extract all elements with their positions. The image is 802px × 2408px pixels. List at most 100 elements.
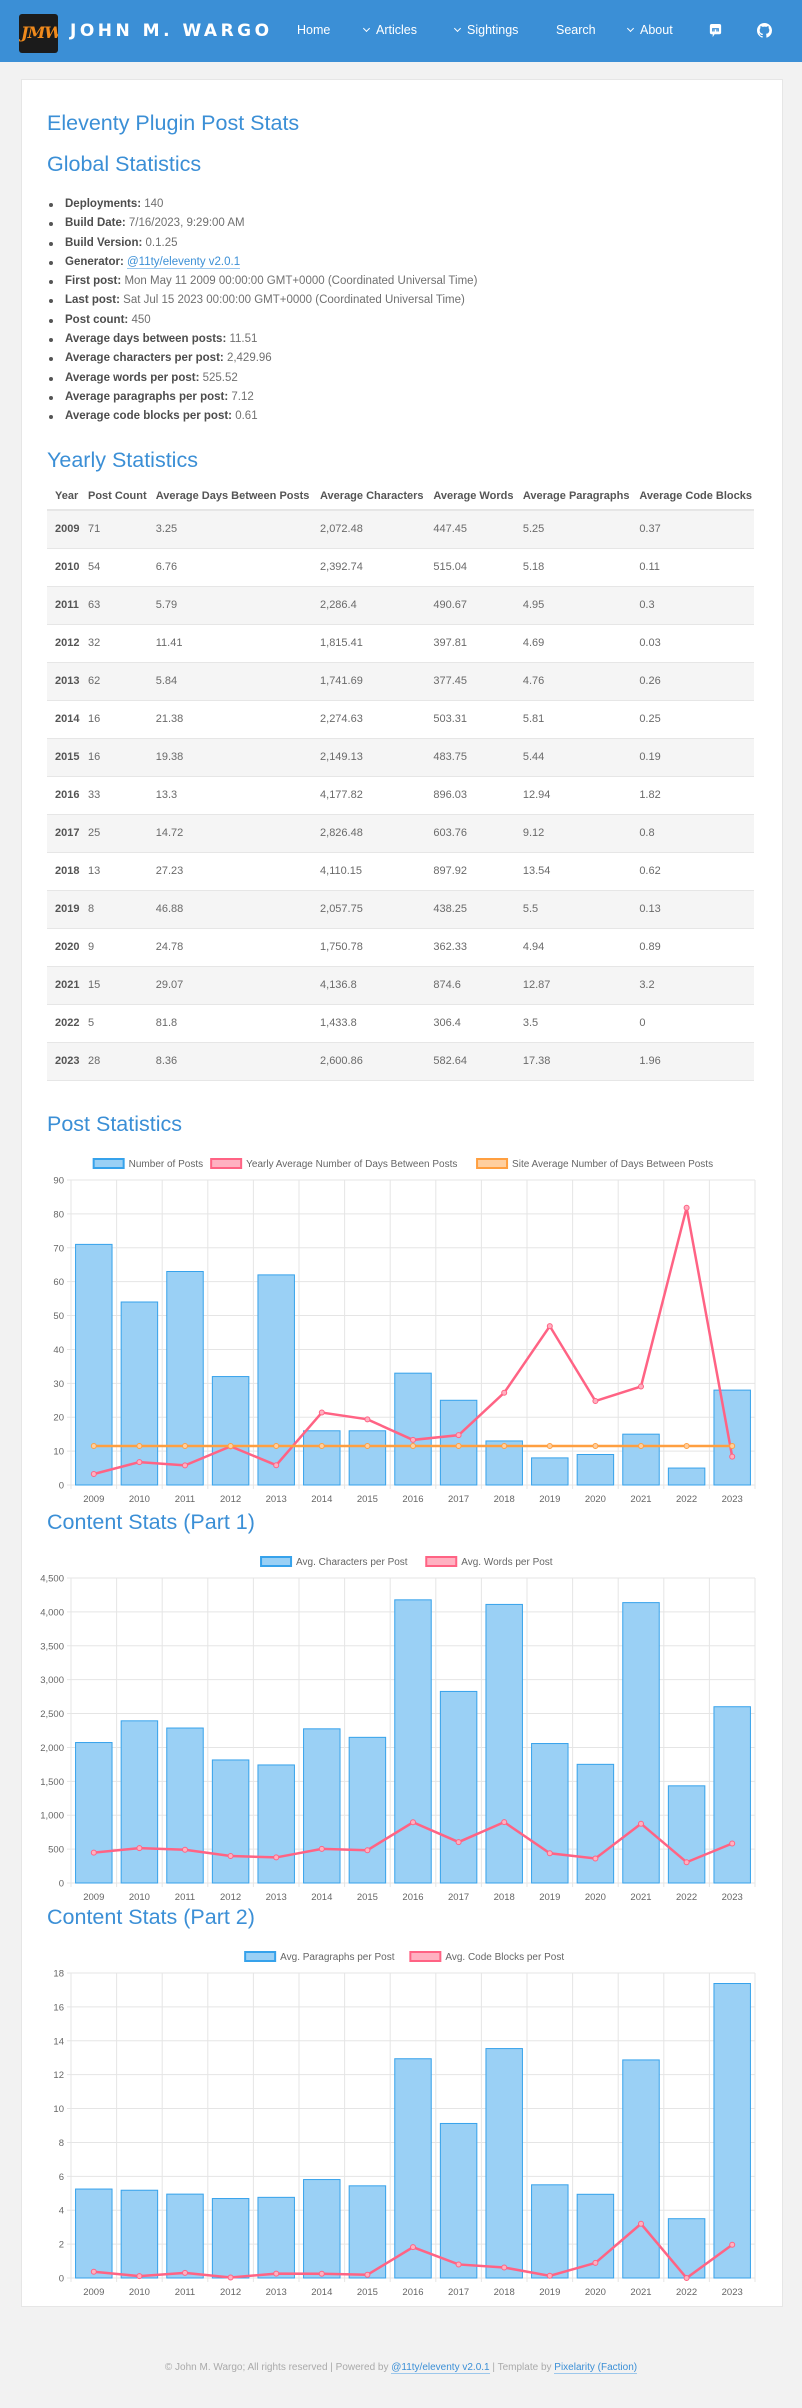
table-cell: 13.3 bbox=[147, 776, 313, 815]
table-cell: 0.89 bbox=[631, 928, 754, 967]
x-tick-label: 2019 bbox=[539, 2287, 560, 2298]
table-cell: 3.25 bbox=[147, 510, 313, 549]
bar bbox=[166, 1271, 204, 1486]
y-tick-label: 2,000 bbox=[40, 1743, 64, 1754]
x-tick-label: 2011 bbox=[175, 1494, 195, 1505]
table-cell: 5 bbox=[80, 1004, 148, 1043]
stat-avg-words: Average words per post: 525.52 bbox=[49, 369, 477, 388]
bar bbox=[120, 1720, 159, 1884]
table-cell: 503.31 bbox=[425, 700, 515, 739]
stat-avg-chars: Average characters per post: 2,429.96 bbox=[49, 349, 477, 368]
bar bbox=[120, 1301, 159, 1486]
stat-post-count: Post count: 450 bbox=[49, 311, 477, 330]
table-cell: 6.76 bbox=[147, 548, 313, 587]
y-tick-label: 14 bbox=[53, 2036, 64, 2047]
x-tick-label: 2017 bbox=[448, 1892, 469, 1903]
line-point bbox=[410, 1442, 416, 1449]
chevron-down-icon bbox=[453, 24, 462, 33]
y-tick-label: 0 bbox=[59, 2274, 64, 2285]
nav-home[interactable]: Home bbox=[297, 23, 331, 37]
x-tick-label: 2020 bbox=[585, 2287, 606, 2298]
table-cell: 2013 bbox=[47, 662, 80, 701]
y-tick-label: 80 bbox=[53, 1209, 64, 1220]
y-tick-label: 0 bbox=[59, 1879, 64, 1890]
line-point bbox=[592, 1398, 599, 1405]
line-point bbox=[455, 1432, 462, 1439]
table-cell: 9.12 bbox=[514, 814, 632, 853]
table-cell: 12.94 bbox=[514, 776, 632, 815]
table-cell: 362.33 bbox=[425, 928, 515, 967]
line-point bbox=[318, 1442, 325, 1449]
table-cell: 0.8 bbox=[631, 814, 754, 853]
line-point bbox=[729, 2241, 736, 2248]
post-stats-chart: Number of Posts Yearly Average Number of … bbox=[53, 1158, 756, 1505]
site-logo[interactable]: JMW bbox=[19, 14, 58, 53]
bar bbox=[166, 1727, 204, 1884]
table-cell: 2019 bbox=[47, 890, 80, 929]
table-cell: 582.64 bbox=[425, 1042, 515, 1081]
x-tick-label: 2015 bbox=[357, 1494, 378, 1505]
nav-sightings[interactable]: Sightings bbox=[453, 23, 518, 37]
column-header: Average Code Blocks bbox=[631, 490, 754, 511]
bar bbox=[303, 1728, 341, 1884]
line-point bbox=[410, 2244, 416, 2251]
y-tick-label: 1,000 bbox=[40, 1811, 64, 1822]
github-icon[interactable] bbox=[757, 23, 772, 38]
line-point bbox=[318, 2270, 325, 2277]
bar bbox=[485, 1603, 523, 1884]
table-cell: 5.44 bbox=[514, 738, 632, 777]
bar bbox=[439, 1690, 478, 1884]
table-cell: 1.82 bbox=[631, 776, 754, 815]
line-point bbox=[729, 1453, 736, 1460]
line-point bbox=[410, 1436, 416, 1443]
line-point bbox=[182, 1846, 188, 1853]
table-cell: 603.76 bbox=[425, 814, 515, 853]
table-cell: 3.5 bbox=[514, 1004, 632, 1043]
x-tick-label: 2021 bbox=[630, 2287, 651, 2298]
stat-avg-paragraphs: Average paragraphs per post: 7.12 bbox=[49, 388, 477, 407]
table-cell: 8.36 bbox=[147, 1042, 313, 1081]
legend-label: Avg. Characters per Post bbox=[296, 1557, 408, 1568]
nav-articles[interactable]: Articles bbox=[362, 23, 417, 37]
table-cell: 1,750.78 bbox=[312, 928, 426, 967]
line-point bbox=[90, 2268, 97, 2275]
bar bbox=[75, 2188, 113, 2279]
y-tick-label: 20 bbox=[53, 1413, 64, 1424]
line-point bbox=[273, 1442, 280, 1449]
table-cell: 0.13 bbox=[631, 890, 754, 929]
line-point bbox=[364, 1442, 371, 1449]
post-statistics-heading: Post Statistics bbox=[47, 1112, 183, 1136]
table-cell: 4,110.15 bbox=[312, 852, 426, 891]
bar bbox=[257, 2196, 295, 2279]
table-header-row: Year Post Count Average Days Between Posts… bbox=[47, 490, 754, 511]
x-tick-label: 2022 bbox=[676, 1494, 697, 1505]
table-row: 2023 28 8.36 2,600.86 582.64 17.38 1.96 bbox=[47, 1042, 754, 1081]
line-point bbox=[546, 1323, 553, 1330]
bar bbox=[713, 1983, 751, 2279]
column-header: Year bbox=[47, 490, 80, 511]
chevron-down-icon bbox=[362, 24, 371, 33]
nav-about[interactable]: About bbox=[626, 23, 673, 37]
table-cell: 2022 bbox=[47, 1004, 80, 1043]
site-title[interactable]: JOHN M. WARGO bbox=[70, 21, 273, 41]
main-content bbox=[21, 79, 783, 2307]
generator-link[interactable]: @11ty/eleventy v2.0.1 bbox=[127, 255, 241, 269]
table-row: 2013 62 5.84 1,741.69 377.45 4.76 0.26 bbox=[47, 662, 754, 701]
line-point bbox=[318, 1845, 325, 1852]
table-cell: 29.07 bbox=[147, 966, 313, 1005]
footer-pixelarity-link[interactable]: Pixelarity (Faction) bbox=[554, 2362, 638, 2374]
line-point bbox=[546, 1442, 553, 1449]
table-row: 2022 5 81.8 1,433.8 306.4 3.5 0 bbox=[47, 1004, 754, 1043]
bar bbox=[622, 1602, 660, 1884]
nav-search[interactable]: Search bbox=[556, 23, 596, 37]
table-cell: 874.6 bbox=[425, 966, 515, 1005]
mastodon-icon[interactable] bbox=[708, 23, 723, 38]
line-point bbox=[638, 1442, 644, 1449]
table-cell: 62 bbox=[80, 662, 148, 701]
legend-label: Avg. Code Blocks per Post bbox=[445, 1952, 564, 1963]
x-tick-label: 2018 bbox=[494, 1892, 515, 1903]
table-cell: 25 bbox=[80, 814, 148, 853]
footer-eleventy-link[interactable]: @11ty/eleventy v2.0.1 bbox=[391, 2362, 490, 2374]
content-stats-part2-chart: Avg. Paragraphs per Post Avg. Code Blocks… bbox=[53, 1951, 756, 2298]
legend-swatch bbox=[409, 1951, 442, 1962]
